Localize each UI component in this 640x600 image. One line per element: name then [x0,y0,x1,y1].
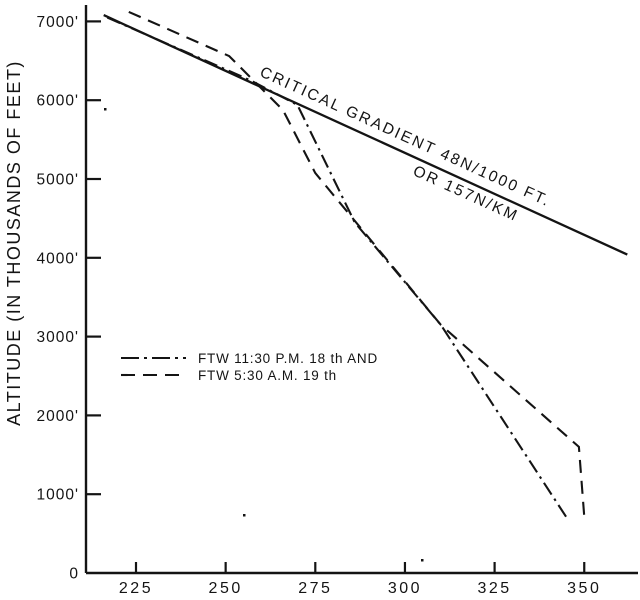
scan-speckle [421,559,424,562]
y-tick-label: 7000' [37,14,79,31]
legend-label: FTW 11:30 P.M. 18 th AND [198,351,378,366]
y-tick-label: 2000' [37,408,79,425]
x-tick-label: 325 [477,580,511,597]
x-tick-label: 275 [298,580,332,597]
scan-speckle [104,108,107,111]
x-tick-label: 350 [567,580,601,597]
y-tick-label: 1000' [37,487,79,504]
y-tick-label: 4000' [37,250,79,267]
legend-label: FTW 5:30 A.M. 19 th [198,368,337,383]
y-axis-title: ALTITUDE (IN THOUSANDS OF FEET) [4,60,24,426]
x-tick-label: 225 [119,580,153,597]
y-tick-label: 5000' [37,172,79,189]
series-ftw-530am-19th-line [128,10,586,518]
x-tick-label: 300 [388,580,422,597]
y-tick-label: 0 [69,566,79,583]
scan-speckle [243,514,246,517]
series-ftw-1130pm-18th-line [106,16,568,518]
y-tick-label: 6000' [37,93,79,110]
y-tick-label: 3000' [37,329,79,346]
x-tick-label: 250 [209,580,243,597]
critical-gradient-label-line1: CRITICAL GRADIENT 48N/1000 FT. [257,64,553,211]
